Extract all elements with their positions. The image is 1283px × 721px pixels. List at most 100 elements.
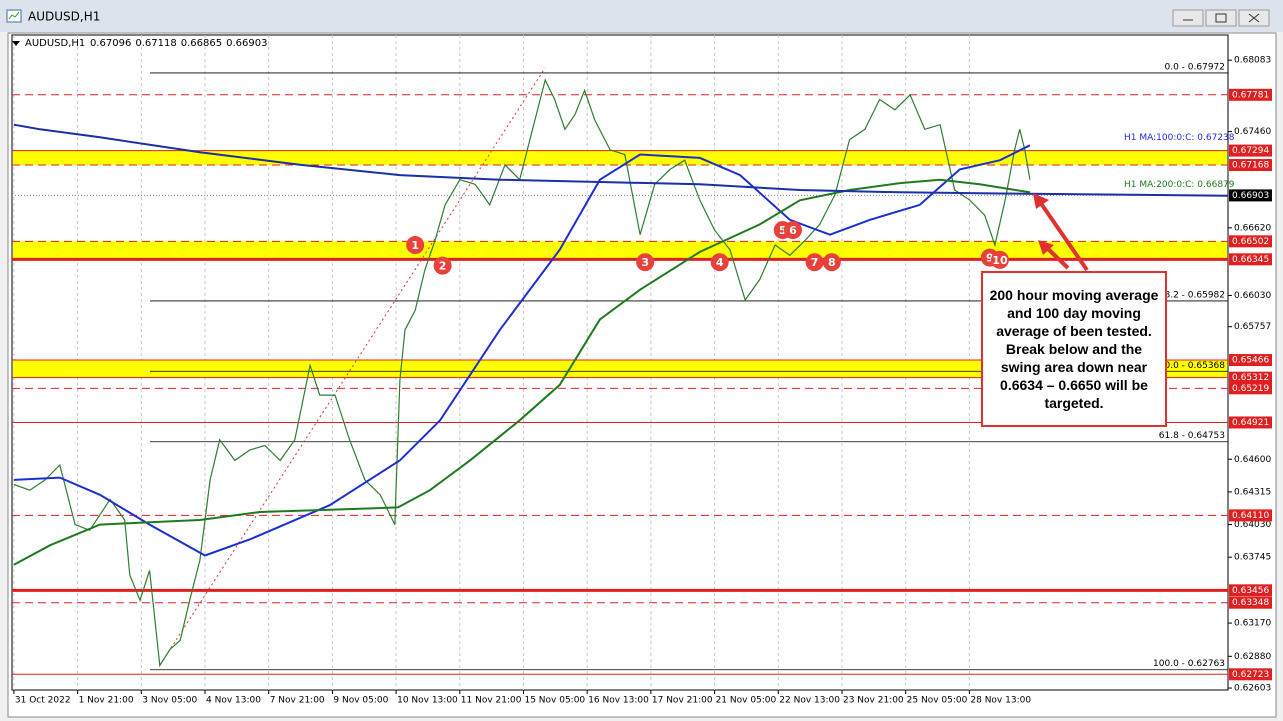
header-arrow [12,41,20,46]
x-tick-label: 23 Nov 21:00 [843,696,904,706]
price-label: 0.65219 [1232,384,1269,394]
y-tick-label: 0.67460 [1234,127,1271,137]
price-label: 0.64921 [1232,418,1269,428]
x-tick-label: 11 Nov 21:00 [461,696,522,706]
x-tick-label: 9 Nov 05:00 [333,696,388,706]
x-tick-label: 15 Nov 05:00 [524,696,585,706]
series-line [13,123,1229,197]
swing-marker-label: 10 [992,254,1008,267]
ohlc-value: 0.66903 [226,38,267,49]
y-tick-label: 0.64315 [1234,487,1271,497]
price-label-box [1229,584,1272,597]
arrow-head [1033,193,1049,209]
price-label: 0.65466 [1232,356,1269,366]
swing-marker-label: 7 [811,256,819,269]
x-tick-label: 31 Oct 2022 [15,696,71,706]
x-tick-label: 25 Nov 05:00 [907,696,968,706]
y-tick-label: 0.63745 [1234,553,1271,563]
zone [13,241,1227,260]
ohlc-value: 0.67118 [135,38,176,49]
y-tick-label: 0.68083 [1234,56,1271,66]
x-tick-label: 4 Nov 13:00 [206,696,261,706]
window-icon-graph [8,11,20,20]
fib-label: 38.2 - 0.65982 [1159,290,1225,300]
y-tick-label: 0.65757 [1234,322,1271,332]
price-label-box [1229,354,1272,367]
title-bar [0,0,1283,32]
price-label-box [1229,596,1272,609]
price-label: 0.65312 [1232,373,1269,383]
maximize-icon [1215,13,1227,23]
y-tick-label: 0.63170 [1234,619,1271,629]
swing-marker [710,253,729,272]
y-tick-label: 0.64600 [1234,455,1271,465]
arrow-head [1038,240,1054,255]
x-tick-label: 28 Nov 13:00 [970,696,1031,706]
maximize-button[interactable] [1205,9,1237,27]
price-label-box [1229,253,1272,266]
close-icon [1248,13,1260,23]
price-label: 0.63348 [1232,598,1269,608]
x-tick-label: 17 Nov 21:00 [652,696,713,706]
x-tick-label: 3 Nov 05:00 [142,696,197,706]
fib-label: 50.0 - 0.65368 [1159,361,1225,371]
y-tick-label: 0.66620 [1234,223,1271,233]
x-tick-label: 21 Nov 05:00 [716,696,777,706]
price-label-box [1229,144,1272,157]
price-label: 0.67168 [1232,161,1269,171]
swing-marker [805,253,824,272]
window-title: AUDUSD,H1 [28,10,100,24]
x-tick-label: 10 Nov 13:00 [397,696,458,706]
zone-layer [13,150,1227,378]
swing-marker-label: 5 [779,224,787,237]
fib-label: 100.0 - 0.62763 [1153,659,1225,669]
current-price-box [1229,189,1272,202]
fib-label: 0.0 - 0.67972 [1165,62,1226,72]
series-line [13,78,1031,668]
y-tick-label: 0.62880 [1234,652,1271,662]
swing-marker-label: 2 [439,260,447,273]
swing-marker-label: 1 [411,239,419,252]
price-label-box [1229,416,1272,429]
swing-marker-label: 6 [789,224,797,237]
y-tick-label: 0.64030 [1234,520,1271,530]
zone [13,360,1227,378]
series-line [13,178,1031,566]
y-tick-label: 0.62603 [1234,684,1271,694]
label-layer: 0.67781 0.67294 0.67168 0.66502 0.66345 0.654… [406,88,1272,681]
price-label-box [1229,159,1272,172]
fib-trendline [159,67,546,666]
price-label: 0.62723 [1232,670,1269,680]
series-layer: H1 MA:100:0:C: 0.67238 H1 MA:200:0:C: 0.6… [13,78,1235,668]
price-label-box [1229,88,1272,101]
zone [13,150,1227,166]
swing-marker-label: 8 [828,256,836,269]
arrow-line [1038,200,1089,272]
price-label-box [1229,235,1272,248]
x-tick-label: 16 Nov 13:00 [588,696,649,706]
arrow-line [1044,245,1070,270]
current-price-label: 0.66903 [1232,191,1269,201]
grid-layer: 0.68083 0.67460 0.66620 0.66030 0.65757 0.646… [13,35,1271,706]
fib-label: 61.8 - 0.64753 [1159,431,1225,441]
annotation: 200 hour moving average and 100 day movi… [981,271,1167,427]
swing-marker [783,221,802,240]
ma-label: H1 MA:200:0:C: 0.66879 [1124,180,1235,190]
x-tick-label: 1 Nov 21:00 [79,696,134,706]
price-label: 0.66502 [1232,237,1269,247]
swing-marker-label: 4 [716,256,724,269]
price-label-box [1229,668,1272,681]
y-tick-label: 0.66030 [1234,291,1271,301]
ohlc-value: 0.67096 [90,38,131,49]
price-label-box [1229,382,1272,395]
price-label: 0.67294 [1232,146,1269,156]
swing-marker [406,236,425,255]
swing-marker [636,253,655,272]
price-label-box [1229,509,1272,522]
series-line [13,144,1031,557]
price-label: 0.63456 [1232,586,1269,596]
symbol-label: AUDUSD,H1 [25,38,85,49]
minimize-button[interactable] [1172,9,1204,27]
price-label-box [1229,371,1272,384]
